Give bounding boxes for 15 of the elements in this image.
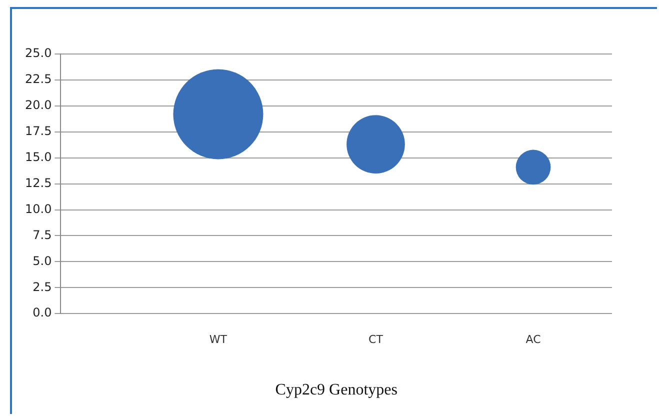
y-tick-label: 25.0 bbox=[25, 46, 52, 60]
y-tick-label: 5.0 bbox=[32, 254, 52, 268]
y-tick-label: 22.5 bbox=[25, 72, 52, 86]
y-tick-label: 2.5 bbox=[32, 280, 52, 294]
y-tick-label: 17.5 bbox=[25, 124, 52, 138]
y-tick-label: 12.5 bbox=[25, 176, 52, 190]
y-tick-label: 10.0 bbox=[25, 202, 52, 216]
y-tick-label: 0.0 bbox=[32, 306, 52, 320]
x-tick-label: AC bbox=[526, 333, 542, 346]
x-axis-title: Cyp2c9 Genotypes bbox=[275, 382, 398, 399]
y-tick-label: 20.0 bbox=[25, 98, 52, 112]
y-tick-label: 15.0 bbox=[25, 150, 52, 164]
x-tick-label: WT bbox=[209, 333, 228, 346]
x-tick-label: CT bbox=[368, 333, 384, 346]
y-tick-label: 7.5 bbox=[32, 228, 52, 242]
